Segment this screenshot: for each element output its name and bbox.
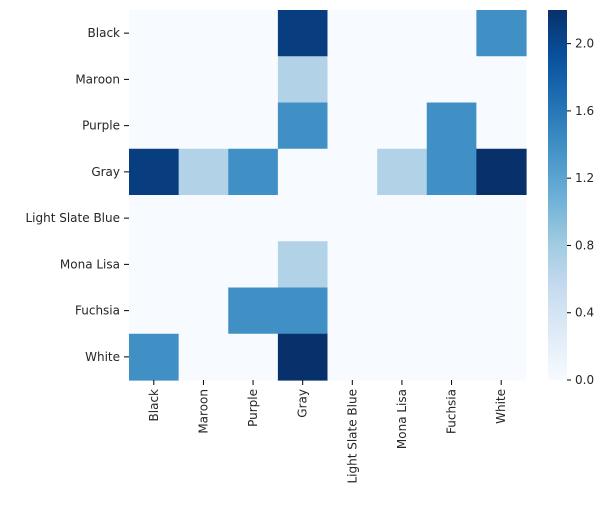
colorbar-tick-label: 1.6 [575, 104, 594, 118]
heatmap-cell-5-6 [426, 241, 477, 289]
colorbar-tick-label: 0.0 [575, 373, 594, 387]
colorbar-tick-label: 1.2 [575, 171, 594, 185]
heatmap-cell-4-1 [178, 195, 229, 242]
heatmap-cell-5-2 [228, 241, 279, 289]
y-tick-label: Maroon [75, 72, 120, 86]
heatmap-cell-4-2 [228, 195, 279, 242]
heatmap-cell-5-4 [327, 241, 378, 289]
heatmap-cell-6-7 [476, 287, 527, 335]
heatmap-cell-2-7 [476, 102, 527, 150]
colorbar-tick-label: 0.4 [575, 306, 594, 320]
heatmap-cell-3-7 [476, 148, 527, 196]
heatmap-cell-7-4 [327, 333, 378, 381]
heatmap-cell-0-5 [377, 10, 428, 57]
heatmap-cell-4-7 [476, 195, 527, 242]
y-tick-label: Gray [91, 165, 120, 179]
heatmap-cell-5-3 [277, 241, 329, 289]
y-tick-label: Mona Lisa [60, 257, 120, 271]
heatmap-cell-5-5 [377, 241, 428, 289]
heatmap-cell-1-6 [426, 56, 477, 104]
x-tick-label: Maroon [196, 389, 210, 434]
heatmap-cell-0-4 [327, 10, 378, 57]
x-axis-ticks: Black Maroon Purple Gray Light Slate Blue Mon… [147, 380, 508, 484]
x-tick-label: Purple [246, 389, 260, 427]
heatmap-cell-1-0 [129, 56, 180, 104]
heatmap-cell-6-6 [426, 287, 477, 335]
heatmap-cell-0-3 [277, 10, 329, 57]
heatmap-cell-2-2 [228, 102, 279, 150]
heatmap-cell-0-0 [129, 10, 180, 57]
heatmap-cell-6-3 [277, 287, 329, 335]
y-tick-label: Fuchsia [75, 304, 120, 318]
heatmap-cell-7-2 [228, 333, 279, 381]
heatmap-cell-1-5 [377, 56, 428, 104]
heatmap-cell-6-0 [129, 287, 180, 335]
colorbar-tick-label: 0.8 [575, 238, 594, 252]
colorbar [548, 10, 567, 380]
y-tick-label: Light Slate Blue [25, 211, 120, 225]
x-tick-label: Black [147, 389, 161, 422]
heatmap-cell-7-7 [476, 333, 527, 381]
heatmap-cell-7-0 [129, 333, 180, 381]
heatmap-cell-2-6 [426, 102, 477, 150]
y-tick-label: Purple [82, 119, 120, 133]
heatmap-cell-3-1 [178, 148, 229, 196]
heatmap-cell-2-5 [377, 102, 428, 150]
heatmap-cell-0-1 [178, 10, 229, 57]
heatmap-cell-4-3 [277, 195, 329, 242]
heatmap-cell-1-3 [277, 56, 329, 104]
heatmap-cell-0-2 [228, 10, 279, 57]
heatmap-cell-6-5 [377, 287, 428, 335]
y-axis-ticks: Black Maroon Purple Gray Light Slate Blue Mon… [25, 26, 129, 364]
x-tick-label: Light Slate Blue [345, 389, 359, 484]
y-tick-label: Black [88, 26, 121, 40]
heatmap-cell-4-5 [377, 195, 428, 242]
colorbar-ticks: 0.0 0.4 0.8 1.2 1.6 2.0 [567, 37, 594, 387]
heatmap-cell-6-4 [327, 287, 378, 335]
heatmap-cell-2-1 [178, 102, 229, 150]
heatmap-cell-1-7 [476, 56, 527, 104]
heatmap-cell-4-0 [129, 195, 180, 242]
heatmap-cell-3-6 [426, 148, 477, 196]
x-tick-label: Gray [296, 389, 310, 418]
heatmap-cell-5-0 [129, 241, 180, 289]
y-tick-label: White [85, 350, 120, 364]
heatmap-cell-7-3 [277, 333, 329, 381]
x-tick-label: Fuchsia [445, 389, 459, 434]
heatmap-cell-4-4 [327, 195, 378, 242]
heatmap-cell-2-4 [327, 102, 378, 150]
heatmap-cell-5-1 [178, 241, 229, 289]
heatmap-cell-6-2 [228, 287, 279, 335]
heatmap-cell-2-3 [277, 102, 329, 150]
heatmap-cell-7-6 [426, 333, 477, 381]
heatmap-cell-2-0 [129, 102, 180, 150]
heatmap-cell-6-1 [178, 287, 229, 335]
heatmap-cell-0-6 [426, 10, 477, 57]
heatmap-cell-7-1 [178, 333, 229, 381]
heatmap-cell-3-0 [129, 148, 180, 196]
heatmap-cell-0-7 [476, 10, 527, 57]
x-tick-label: White [494, 389, 508, 424]
heatmap-cells [129, 10, 527, 381]
heatmap-cell-3-2 [228, 148, 279, 196]
heatmap-cell-4-6 [426, 195, 477, 242]
heatmap-cell-1-2 [228, 56, 279, 104]
heatmap-cell-3-3 [277, 148, 329, 196]
x-tick-label: Mona Lisa [395, 389, 409, 449]
heatmap-cell-1-1 [178, 56, 229, 104]
heatmap-cell-1-4 [327, 56, 378, 104]
heatmap-cell-5-7 [476, 241, 527, 289]
heatmap-cell-3-5 [377, 148, 428, 196]
colorbar-tick-label: 2.0 [575, 37, 594, 51]
heatmap-cell-7-5 [377, 333, 428, 381]
heatmap-cell-3-4 [327, 148, 378, 196]
